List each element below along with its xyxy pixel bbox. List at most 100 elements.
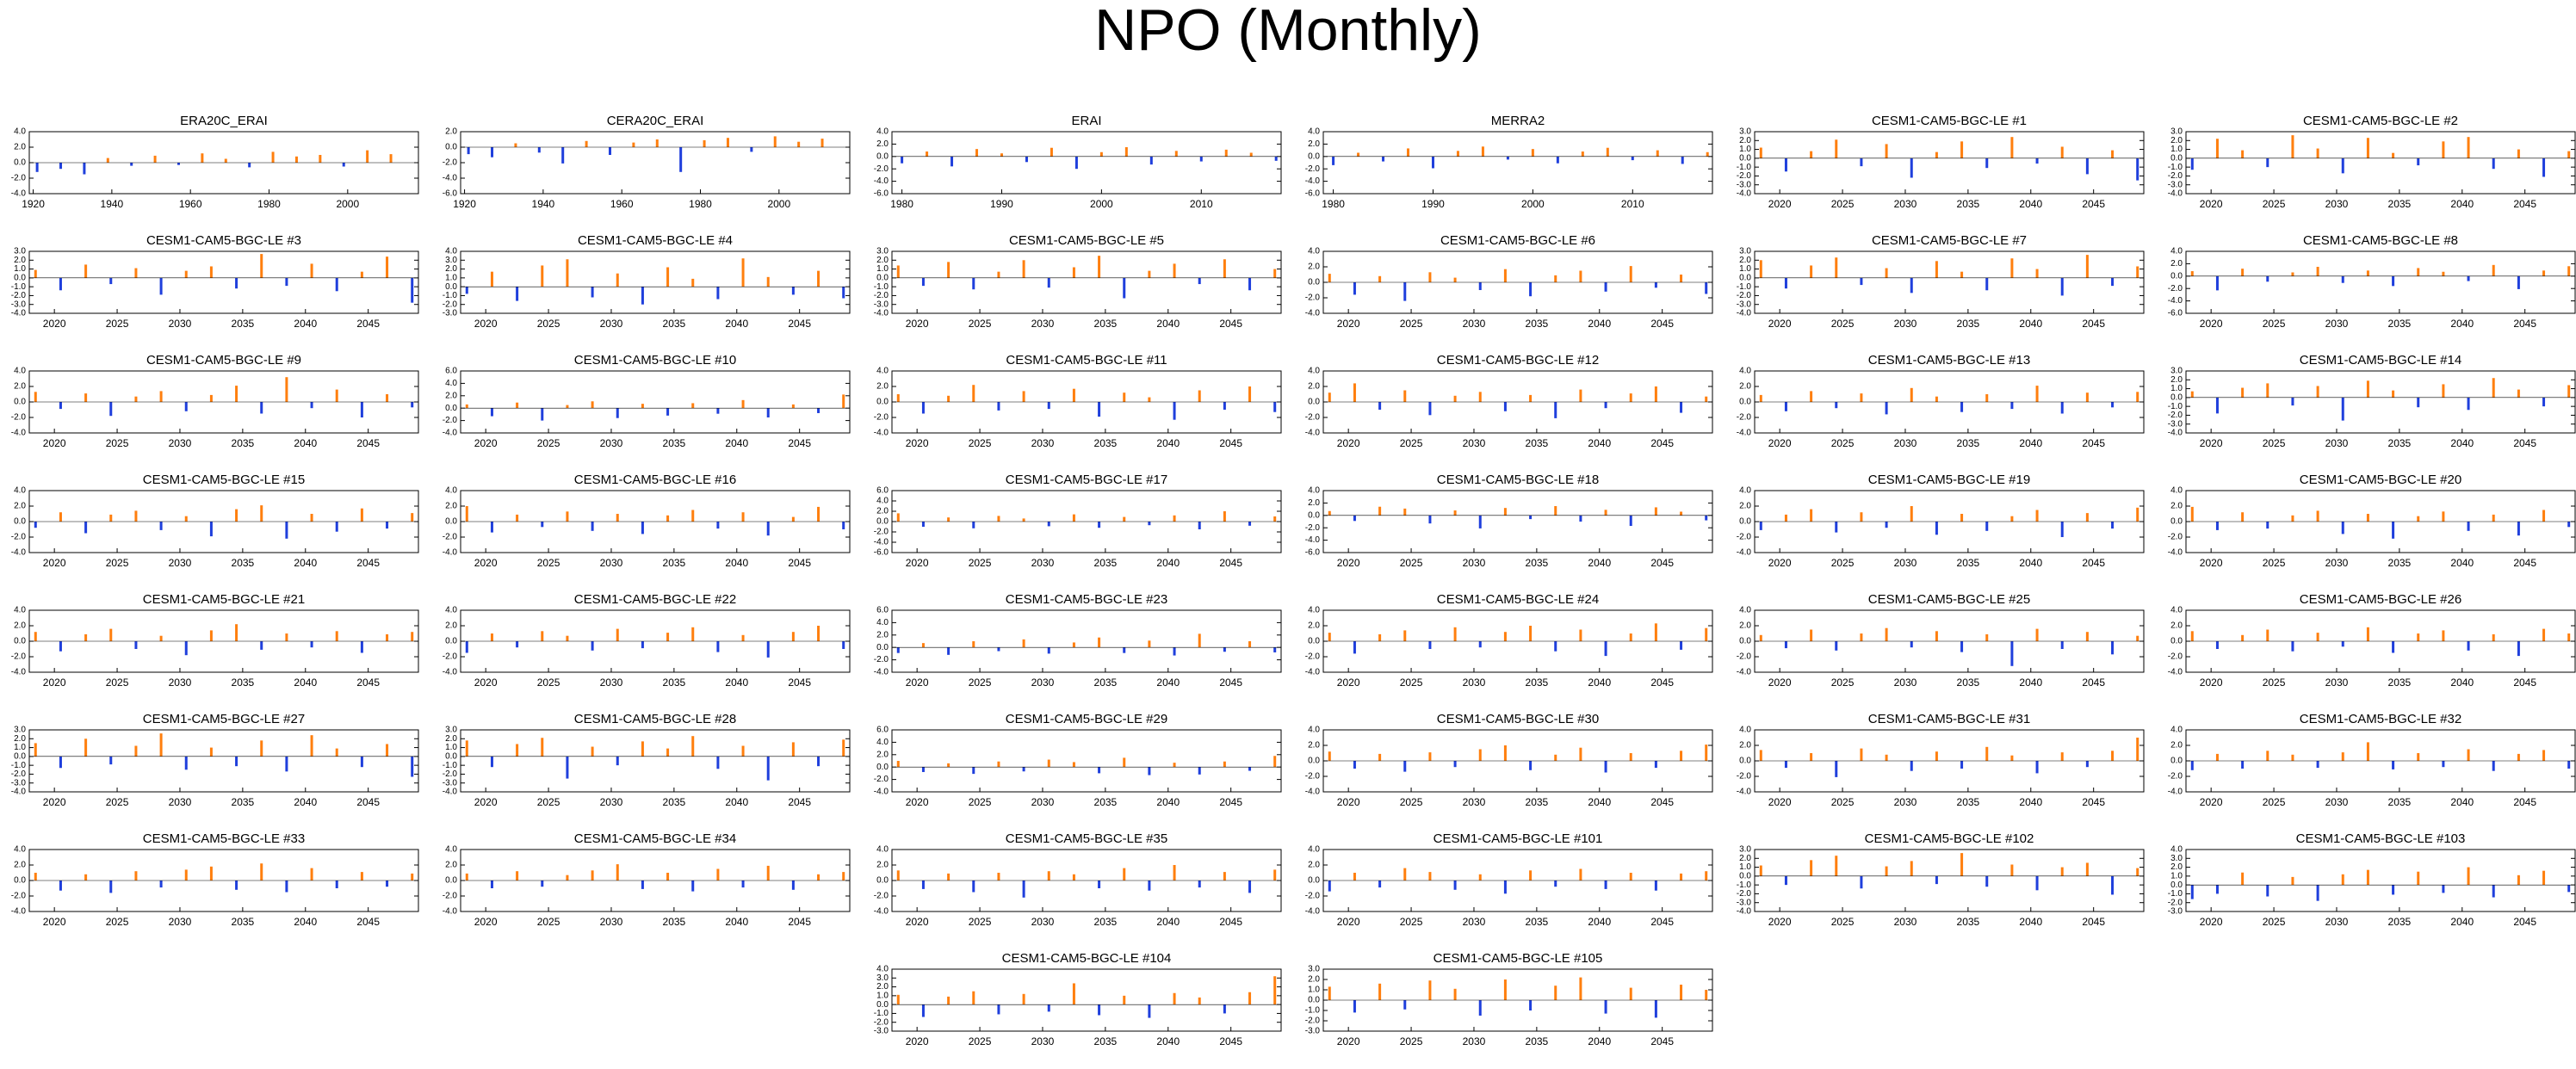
bar — [1173, 763, 1176, 768]
x-tick-label: 2025 — [1400, 1035, 1423, 1047]
x-tick-label: 2030 — [600, 557, 623, 569]
bar — [2417, 158, 2420, 166]
y-tick-label: -2.0 — [443, 416, 458, 425]
bar — [2567, 522, 2571, 528]
panel: CESM1-CAM5-BGC-LE #18 -6.0 -4.0 -2.0 0.0 2.0 4… — [1305, 473, 1713, 569]
x-tick-label: 2045 — [1219, 677, 1242, 689]
bar — [1935, 396, 1938, 402]
bar — [1960, 514, 1964, 522]
bar — [2392, 152, 2395, 158]
panel: CESM1-CAM5-BGC-LE #6 -4.0 -2.0 0.0 2.0 4.0 202… — [1305, 233, 1713, 330]
y-tick-label: -6.0 — [2168, 309, 2183, 318]
x-tick-label: 2040 — [1588, 677, 1611, 689]
bar — [1123, 757, 1126, 768]
y-tick-label: 4.0 — [876, 367, 889, 376]
bar — [1198, 881, 1201, 888]
bar — [1428, 402, 1432, 416]
bar — [465, 740, 468, 757]
bar — [1353, 1000, 1356, 1013]
bar — [1810, 860, 1813, 876]
bar — [1885, 627, 1888, 641]
bar — [1656, 150, 1659, 157]
y-tick-label: 0.0 — [445, 143, 457, 152]
x-tick-label: 1990 — [990, 198, 1013, 210]
x-tick-label: 2025 — [537, 557, 560, 569]
bar — [2241, 872, 2245, 886]
x-tick-label: 2025 — [969, 916, 992, 928]
bar — [134, 745, 138, 757]
panel: CESM1-CAM5-BGC-LE #2 -4.0-3.0-2.0-1.00.01… — [2168, 114, 2576, 210]
x-tick-label: 2035 — [1094, 318, 1118, 330]
y-tick-label: 0.0 — [445, 404, 457, 413]
bar — [490, 881, 493, 888]
bar — [1810, 151, 1813, 158]
bar — [1604, 881, 1607, 889]
x-tick-label: 2030 — [2325, 677, 2349, 689]
bar — [1428, 641, 1432, 649]
bar — [972, 991, 975, 1005]
plot-frame — [460, 849, 851, 912]
plot-frame — [1754, 729, 2145, 793]
x-tick-label: 2020 — [1768, 796, 1792, 808]
y-tick-label: 0.0 — [1739, 273, 1751, 282]
y-tick-label: 0.0 — [1308, 757, 1320, 766]
bar — [84, 522, 88, 534]
x-tick-label: 2045 — [2082, 916, 2105, 928]
bar — [491, 147, 494, 158]
x-tick-label: 2045 — [1219, 437, 1242, 449]
bar — [791, 287, 795, 295]
y-tick-label: 2.0 — [14, 382, 26, 392]
y-tick-label: 6.0 — [876, 486, 889, 496]
x-tick-label: 2020 — [474, 318, 498, 330]
x-tick-label: 2035 — [1094, 916, 1118, 928]
bar — [641, 404, 644, 409]
y-tick-label: 4.0 — [14, 367, 26, 376]
bar — [2492, 158, 2495, 170]
panel: CESM1-CAM5-BGC-LE #8 -6.0 -4.0 -2.0 0.0 2.0 4.… — [2168, 233, 2576, 330]
panel: CESM1-CAM5-BGC-LE #3 -4.0-3.0-2.0-1.00.01… — [11, 233, 419, 330]
bar — [2136, 266, 2139, 278]
y-tick-label: -4.0 — [1305, 788, 1321, 797]
x-tick-label: 2035 — [2388, 198, 2412, 210]
bar — [248, 163, 251, 168]
plot-frame — [1322, 729, 1713, 793]
bar — [235, 277, 238, 289]
y-tick-label: 3.0 — [876, 973, 889, 983]
y-tick-label: 3.0 — [876, 247, 889, 256]
plot-frame — [891, 849, 1282, 912]
bar — [2111, 277, 2115, 287]
x-tick-label: 2040 — [1156, 916, 1180, 928]
bar — [159, 881, 163, 888]
bar — [1529, 626, 1533, 641]
panel-title: CESM1-CAM5-BGC-LE #9 — [146, 353, 301, 368]
bar — [465, 404, 468, 409]
bar — [260, 740, 263, 757]
bar — [1885, 268, 1888, 278]
bar — [389, 154, 393, 163]
bar — [972, 522, 975, 528]
panel: CESM1-CAM5-BGC-LE #12 -4.0 -2.0 0.0 2.0 4.0 20… — [1305, 353, 1713, 449]
bar — [109, 514, 113, 522]
bar — [2442, 141, 2445, 158]
bar — [490, 522, 493, 533]
panel: CESM1-CAM5-BGC-LE #24 -4.0 -2.0 0.0 2.0 4.0 20… — [1305, 592, 1713, 689]
bar — [1960, 402, 1964, 412]
bar — [2316, 386, 2319, 398]
bar — [2291, 135, 2294, 158]
y-tick-label: -4.0 — [11, 429, 27, 438]
y-tick-label: 0.0 — [14, 637, 26, 646]
bar — [1629, 266, 1632, 282]
bar — [2417, 871, 2420, 886]
bar — [134, 871, 138, 881]
panel-title: CESM1-CAM5-BGC-LE #11 — [1006, 353, 1167, 368]
bar — [2341, 874, 2344, 886]
bar — [2542, 270, 2546, 276]
x-tick-label: 2035 — [2388, 318, 2412, 330]
bar — [1478, 392, 1482, 402]
y-tick-label: 6.0 — [876, 606, 889, 615]
y-tick-label: -6.0 — [443, 189, 458, 199]
bar — [260, 402, 263, 414]
bar — [1148, 640, 1151, 648]
x-tick-label: 2030 — [169, 796, 192, 808]
